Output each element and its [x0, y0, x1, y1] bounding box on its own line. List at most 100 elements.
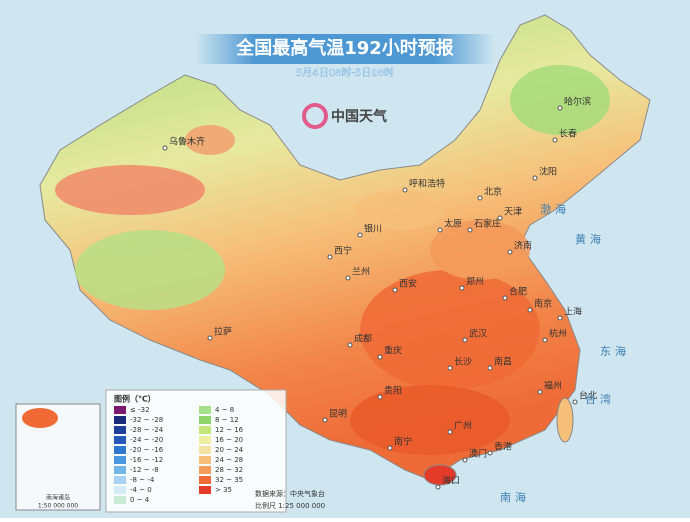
- city-dot: [322, 417, 328, 423]
- city-label: 重庆: [384, 345, 402, 357]
- city-dot: [437, 227, 443, 233]
- legend-swatch: [199, 436, 211, 444]
- city-label: 银川: [364, 223, 382, 235]
- city-label: 兰州: [352, 266, 370, 278]
- logo-icon: [302, 103, 328, 129]
- city-dot: [459, 285, 465, 291]
- legend-swatch: [114, 416, 126, 424]
- city-dot: [327, 254, 333, 260]
- legend-label: ≤ -32: [130, 406, 150, 414]
- city-label: 石家庄: [474, 218, 501, 230]
- city-label: 杭州: [549, 328, 567, 340]
- city-dot: [572, 399, 578, 405]
- legend-swatch: [199, 426, 211, 434]
- legend-label: 32 ~ 35: [215, 476, 243, 484]
- source: 数据来源：中央气象台: [255, 489, 325, 498]
- city-label: 济南: [514, 240, 532, 252]
- city-label: 海口: [442, 475, 460, 487]
- legend-swatch: [199, 416, 211, 424]
- city-dot: [207, 335, 213, 341]
- city-label: 太原: [444, 218, 462, 230]
- legend-label: 28 ~ 32: [215, 466, 243, 474]
- city-label: 贵阳: [384, 385, 402, 397]
- city-label: 沈阳: [539, 166, 557, 178]
- city-dot: [387, 445, 393, 451]
- sea-label: 南海: [500, 490, 530, 504]
- legend-label: 16 ~ 20: [215, 436, 243, 444]
- city-dot: [557, 315, 563, 321]
- legend-label: 24 ~ 28: [215, 456, 243, 464]
- scale: 比例尺 1:25 000 000: [255, 501, 325, 510]
- city-label: 合肥: [509, 286, 527, 298]
- legend-label: 12 ~ 16: [215, 426, 244, 434]
- sea-label: 台湾: [585, 392, 615, 406]
- city-label: 南宁: [394, 436, 412, 448]
- legend-swatch: [199, 406, 211, 414]
- sea-label: 渤海: [540, 202, 570, 216]
- city-label: 澳门: [469, 448, 487, 460]
- legend-label: -24 ~ -20: [130, 436, 163, 444]
- legend-swatch: [199, 486, 211, 494]
- city-dot: [542, 337, 548, 343]
- legend-label: -28 ~ -24: [130, 426, 164, 434]
- city-label: 成都: [354, 333, 372, 345]
- legend-swatch: [114, 426, 126, 434]
- city-label: 广州: [454, 420, 472, 432]
- city-label: 上海: [564, 306, 582, 318]
- city-label: 哈尔滨: [564, 96, 591, 108]
- city-dot: [502, 295, 508, 301]
- inset-title: 南海诸岛: [46, 494, 70, 502]
- city-dot: [552, 137, 558, 143]
- legend-swatch: [114, 486, 126, 494]
- legend-label: 20 ~ 24: [215, 446, 244, 454]
- legend-label: 4 ~ 8: [215, 406, 234, 414]
- city-label: 长春: [559, 128, 577, 140]
- city-label: 呼和浩特: [409, 178, 445, 190]
- city-label: 天津: [504, 207, 522, 218]
- sea-label: 东海: [600, 344, 630, 358]
- legend-label: 0 ~ 4: [130, 496, 150, 504]
- city-dot: [357, 232, 363, 238]
- legend-swatch: [114, 496, 126, 504]
- taiwan: [556, 397, 574, 443]
- city-label: 南昌: [494, 356, 512, 368]
- city-label: 武汉: [469, 328, 487, 340]
- city-dot: [377, 354, 383, 360]
- city-dot: [557, 105, 563, 111]
- city-dot: [162, 145, 168, 151]
- legend-label: 8 ~ 12: [215, 416, 239, 424]
- city-label: 昆明: [329, 409, 347, 420]
- city-dot: [467, 227, 473, 233]
- city-dot: [377, 394, 383, 400]
- city-dot: [435, 484, 441, 490]
- legend-swatch: [114, 446, 126, 454]
- legend-swatch: [114, 406, 126, 414]
- city-dot: [537, 389, 543, 395]
- city-label: 台北: [579, 390, 597, 402]
- title-banner: [195, 34, 495, 64]
- legend-swatch: [114, 476, 126, 484]
- city-label: 香港: [494, 441, 512, 453]
- logo-text: 中国天气: [331, 108, 387, 125]
- city-dot: [497, 215, 503, 221]
- city-label: 西宁: [334, 245, 352, 257]
- city-label: 郑州: [466, 276, 484, 288]
- city-dot: [487, 450, 493, 456]
- legend-label: -8 ~ -4: [130, 476, 155, 484]
- city-dot: [532, 175, 538, 181]
- city-dot: [402, 187, 408, 193]
- city-dot: [527, 307, 533, 313]
- city-label: 拉萨: [214, 326, 232, 338]
- city-dot: [462, 457, 468, 463]
- city-dot: [447, 365, 453, 371]
- city-dot: [347, 342, 353, 348]
- hainan: [423, 464, 457, 486]
- inset-scale: 1:50 000 000: [38, 503, 78, 510]
- legend-swatch: [199, 466, 211, 474]
- city-label: 长沙: [454, 356, 472, 368]
- legend-label: -4 ~ 0: [130, 486, 152, 494]
- sea-label: 黄海: [575, 232, 605, 246]
- legend-swatch: [199, 446, 211, 454]
- legend-swatch: [199, 456, 211, 464]
